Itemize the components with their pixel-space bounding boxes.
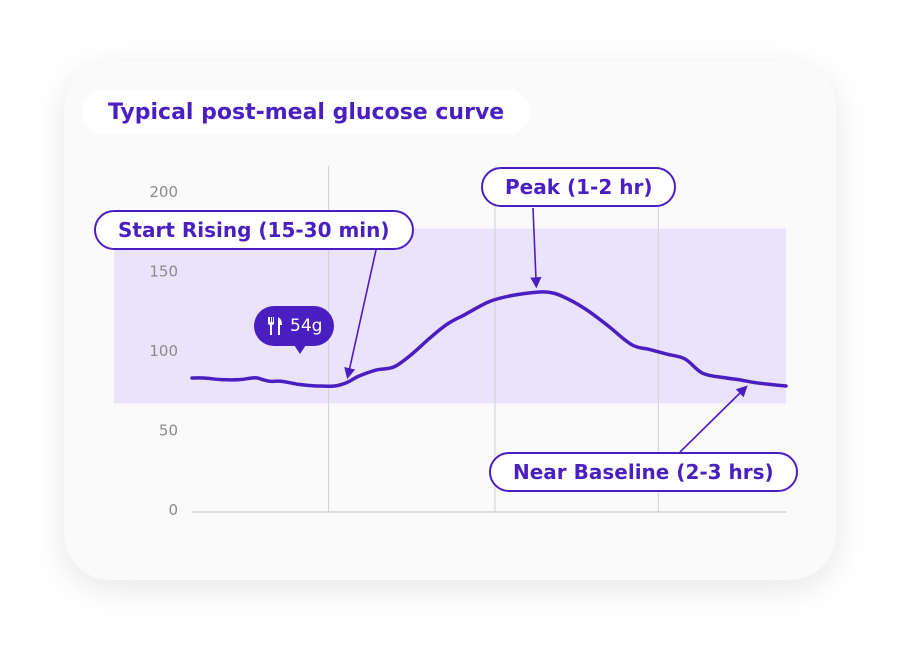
annotation-start-rising: Start Rising (15-30 min) [94, 210, 414, 250]
target-range-band [114, 228, 786, 404]
y-tick-label-0: 0 [168, 501, 178, 519]
meal-carbs-label: 54g [290, 316, 323, 336]
fork-knife-icon [268, 317, 282, 335]
annotation-peak: Peak (1-2 hr) [481, 167, 677, 207]
chart-title: Typical post-meal glucose curve [82, 90, 531, 134]
meal-marker: 54g [254, 306, 335, 354]
arrow-near-baseline [679, 385, 748, 453]
y-tick-label-200: 200 [149, 183, 178, 201]
arrow-start-rising [344, 249, 377, 380]
glucose-series-line [190, 290, 788, 389]
y-tick-label-150: 150 [149, 263, 178, 281]
y-tick-label-50: 50 [159, 422, 178, 440]
annotation-near-baseline: Near Baseline (2-3 hrs) [489, 452, 798, 492]
meal-marker-pointer [294, 345, 306, 354]
y-tick-label-100: 100 [149, 342, 178, 360]
arrow-peak [530, 207, 542, 289]
